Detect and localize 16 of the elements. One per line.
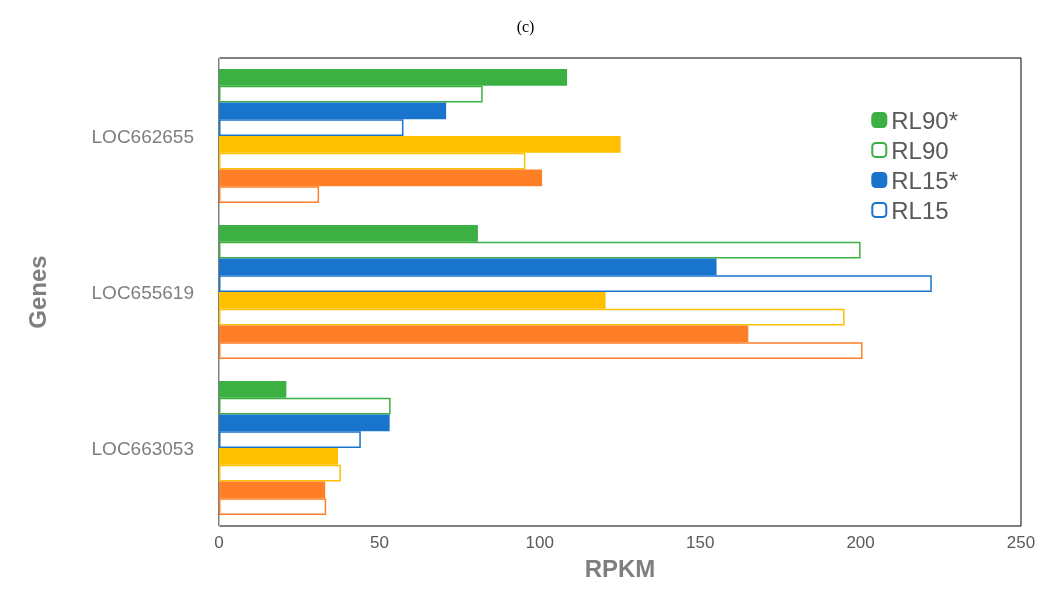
x-tick-label: 100 xyxy=(525,533,554,552)
y-tick-label: LOC662655 xyxy=(91,125,194,147)
x-axis-title: RPKM xyxy=(584,554,656,582)
legend-label: RL90* xyxy=(891,106,958,134)
x-tick-label: 50 xyxy=(369,533,389,552)
legend-label: RL15 xyxy=(891,196,949,224)
x-tick-label: 0 xyxy=(214,533,224,552)
legend-label: RL15* xyxy=(891,166,958,194)
chart-title: (c) xyxy=(516,17,535,36)
x-tick-label: 200 xyxy=(846,533,875,552)
y-axis-title: Genes xyxy=(23,255,51,329)
legend-label: RL90 xyxy=(891,136,949,164)
x-tick-label: 250 xyxy=(1006,533,1036,552)
y-tick-label: LOC663053 xyxy=(91,437,194,459)
x-tick-label: 150 xyxy=(686,533,715,552)
y-tick-label: LOC655619 xyxy=(91,281,194,303)
